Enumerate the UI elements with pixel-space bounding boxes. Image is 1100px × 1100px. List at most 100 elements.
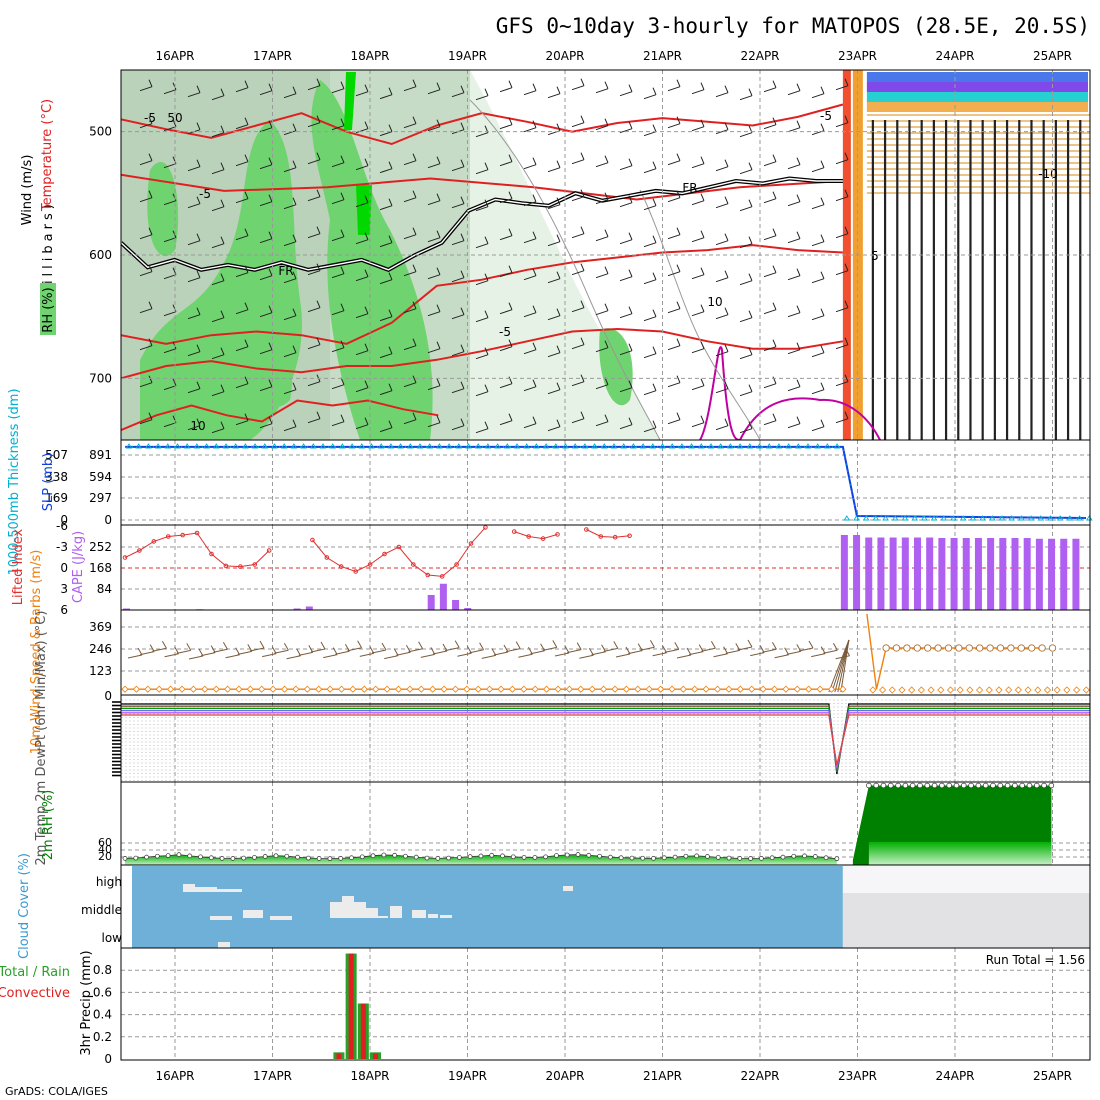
wind10m-barb (713, 646, 729, 658)
lifted-index-point (367, 562, 373, 567)
cape-bar (974, 538, 982, 610)
thickness-marker (911, 515, 919, 521)
wind-speed-marker (1014, 686, 1022, 694)
top-date-label: 16APR (155, 49, 194, 63)
rh2m-point (737, 855, 743, 861)
wind10m-barb (676, 647, 692, 659)
rh2m-point (1026, 782, 1033, 789)
top-date-label: 21APR (643, 49, 682, 63)
precip-tick: 0 (104, 1052, 112, 1066)
rh2m-point (968, 782, 974, 789)
cloud-layer-block (217, 889, 242, 892)
wind-barb (835, 78, 849, 91)
freezing-level-core (121, 177, 843, 271)
wind-barb (787, 157, 801, 170)
thickness-marker (358, 443, 366, 449)
lifted-index-point (194, 530, 200, 536)
thickness-line (125, 446, 1087, 519)
rh-contour (469, 99, 661, 440)
thickness-marker (203, 443, 210, 449)
wind10m-barb (506, 641, 521, 653)
cloud-low-label: low (102, 931, 123, 945)
wind-barb (187, 381, 201, 394)
wind-barb (379, 383, 393, 396)
wind-barb (667, 153, 681, 166)
wind-barb (307, 115, 321, 128)
wind-speed-marker (668, 685, 676, 693)
wind-barb (451, 344, 465, 357)
wind-speed-marker (946, 686, 955, 694)
wind-barb (475, 199, 489, 212)
wind-speed-marker (269, 685, 277, 693)
lifted-index-line (514, 531, 558, 540)
wind-barb (139, 153, 153, 166)
thickness-marker (513, 443, 521, 449)
lifted-index-point (137, 548, 142, 553)
rh2m-point (895, 782, 901, 789)
slp-label: SLP (mb) (41, 453, 56, 512)
temp2m-line (121, 703, 1090, 775)
precip-conv-bar (360, 1003, 366, 1059)
cloud-layer-block (366, 908, 378, 918)
thickness-marker (406, 443, 414, 449)
cape-bar (999, 538, 1007, 610)
thickness-marker (843, 515, 851, 521)
wind-barb (595, 266, 609, 279)
cloud-layer-block (412, 910, 426, 918)
upper-axis-label: (millibars) (41, 200, 56, 310)
thickness-marker (678, 443, 686, 449)
rh2m-point (316, 856, 322, 861)
wind-barb (571, 115, 585, 128)
thickness-marker (950, 515, 957, 521)
wind-barb (499, 191, 513, 204)
wind-barb (187, 233, 201, 246)
lifted-index-point (238, 564, 243, 569)
slp-tick: 594 (89, 470, 112, 484)
wind-barb (211, 236, 225, 249)
wind-barb (619, 232, 633, 245)
contour-label: 50 (167, 111, 182, 125)
upper-y-tick: 700 (89, 371, 112, 385)
thickness-marker (872, 515, 880, 521)
rh2m-point (338, 855, 344, 861)
wind-barb (331, 81, 345, 94)
wind-speed-marker (1005, 686, 1013, 694)
wind-speed-marker (966, 686, 974, 694)
run-total: Run Total = 1.56 (986, 953, 1085, 967)
wind-speed-marker (349, 685, 357, 693)
rh2m-point (457, 855, 462, 860)
wind-barb (739, 162, 753, 175)
wind10m-barb (408, 641, 424, 653)
wind-barb (811, 160, 825, 173)
bottom-date-label: 20APR (545, 1069, 584, 1083)
thickness-marker (736, 443, 744, 449)
wind-barb (475, 236, 489, 249)
bottom-date-label: 25APR (1033, 1069, 1072, 1083)
wind-barb (787, 231, 801, 244)
wind-speed-marker (917, 686, 925, 694)
lifted-index-point (425, 572, 431, 578)
thickness-marker (756, 443, 763, 449)
wind-speed-marker (1028, 644, 1036, 652)
cape-bar (1035, 538, 1043, 610)
wind-barb (331, 340, 345, 353)
wind-barb (475, 88, 489, 101)
wind-barb (379, 420, 393, 433)
thickness-marker (1056, 515, 1064, 521)
wind-speed-line (866, 613, 1040, 690)
rh2m-point (446, 855, 451, 861)
wind-speed-marker (986, 644, 994, 652)
wind-barb (235, 154, 249, 167)
slp-tick: 891 (89, 448, 112, 462)
wind-barb (427, 82, 441, 95)
thickness-marker (319, 443, 327, 449)
wind-barb (691, 119, 705, 132)
wind-barb (787, 379, 801, 392)
wind-speed-marker (882, 644, 890, 652)
end-band (866, 72, 1088, 82)
wind-barb (451, 270, 465, 283)
precip-tick: 0.2 (93, 1030, 112, 1044)
thickness-marker (387, 443, 395, 449)
lifted-index-point (209, 551, 214, 557)
wind-barb (307, 411, 321, 424)
